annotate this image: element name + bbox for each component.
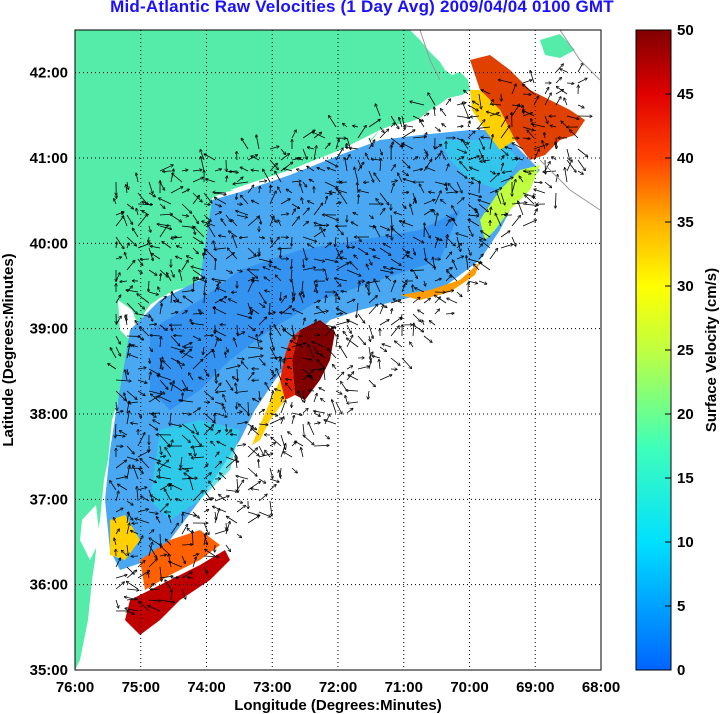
- land-mass: [75, 30, 470, 670]
- latitude-ticks: 35:00 36:00 37:00 38:00 39:00 40:00 41:00 42:00: [30, 65, 68, 679]
- colorbar-ticks: 0 5 10 15 20 25 30 35 40 45 50: [665, 22, 694, 679]
- colorbar-tick-label: 45: [677, 86, 694, 103]
- x-axis-label: Longitude (Degrees:Minutes): [234, 697, 442, 714]
- lon-tick-label: 75:00: [122, 679, 160, 696]
- lat-tick-label: 36:00: [30, 577, 68, 594]
- lon-tick-label: 76:00: [56, 679, 94, 696]
- lon-tick-label: 71:00: [385, 679, 423, 696]
- colorbar-tick-label: 40: [677, 150, 694, 167]
- lon-tick-label: 70:00: [450, 679, 488, 696]
- colorbar-tick-label: 30: [677, 278, 694, 295]
- lat-tick-label: 39:00: [30, 321, 68, 338]
- lon-tick-label: 69:00: [516, 679, 554, 696]
- cape-cod: [540, 34, 575, 58]
- y-axis-label: Latitude (Degrees:Minutes): [0, 253, 17, 446]
- lat-tick-label: 38:00: [30, 406, 68, 423]
- colorbar-tick-label: 35: [677, 214, 694, 231]
- chesapeake-mouth: [80, 505, 100, 560]
- colorbar-tick-label: 25: [677, 342, 694, 359]
- colorbar-tick-label: 10: [677, 534, 694, 551]
- plot-frame: [74, 29, 602, 671]
- lat-tick-label: 37:00: [30, 491, 68, 508]
- longitude-ticks: 76:00 75:00 74:00 73:00 72:00 71:00 70:00 69:00…: [56, 679, 620, 696]
- lat-tick-label: 42:00: [30, 65, 68, 82]
- colorbar-tick-label: 15: [677, 470, 694, 487]
- lon-tick-label: 73:00: [253, 679, 291, 696]
- colorbar-tick-label: 20: [677, 406, 694, 423]
- long-island-sound: [230, 130, 380, 192]
- lat-tick-label: 35:00: [30, 662, 68, 679]
- lat-tick-label: 40:00: [30, 235, 68, 252]
- bathymetry-contours: [419, 30, 601, 211]
- lat-tick-label: 41:00: [30, 150, 68, 167]
- map-title: Mid-Atlantic Raw Velocities (1 Day Avg) …: [110, 0, 614, 16]
- colorbar-tick-label: 0: [677, 662, 685, 679]
- lon-tick-label: 74:00: [187, 679, 225, 696]
- velocity-arrows: [108, 63, 592, 614]
- lon-tick-label: 72:00: [319, 679, 357, 696]
- lon-tick-label: 68:00: [582, 679, 620, 696]
- map-grid: [75, 30, 601, 670]
- colorbar-tick-label: 5: [677, 598, 685, 615]
- colorbar-label: Surface Velocity (cm/s): [703, 268, 720, 432]
- colorbar-tick-label: 50: [677, 22, 694, 39]
